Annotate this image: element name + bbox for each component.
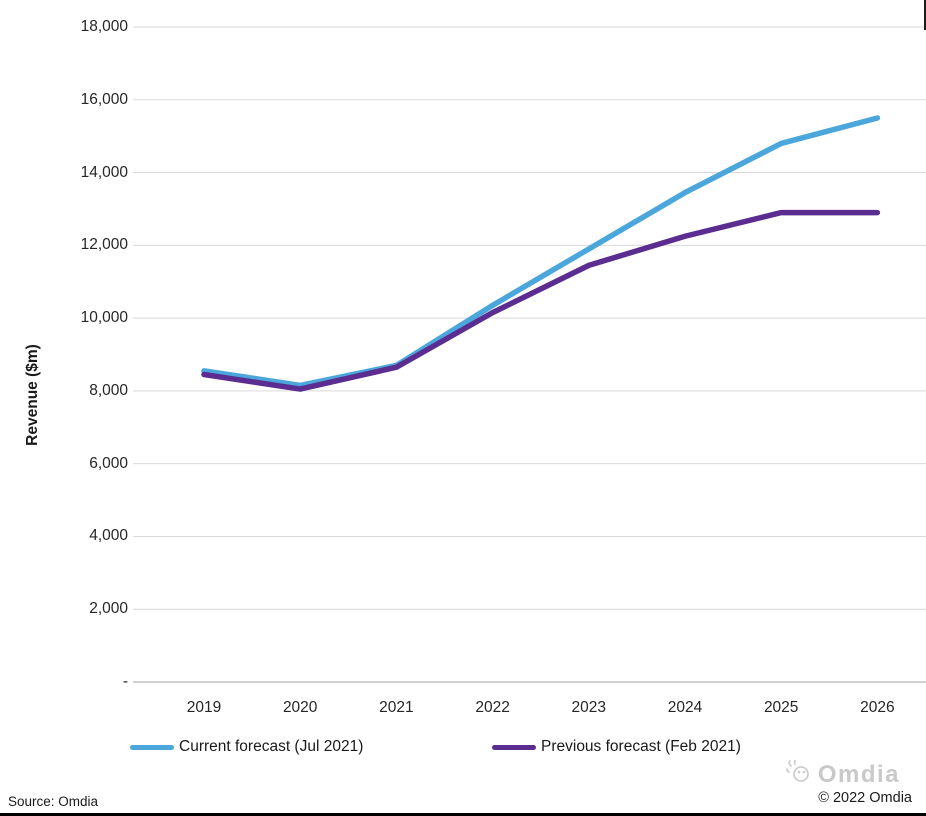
legend-line-marker	[130, 744, 174, 750]
y-tick-label: 14,000	[80, 163, 128, 181]
y-tick-label: 16,000	[80, 90, 128, 108]
legend-item: Current forecast (Jul 2021)	[130, 736, 363, 758]
omdia-sun-icon	[785, 759, 812, 789]
series-line-1	[201, 209, 881, 392]
legend-line-marker	[492, 744, 536, 750]
y-tick-label: 12,000	[80, 236, 128, 254]
omdia-logo: Omdia	[785, 759, 900, 789]
y-tick-label: 2,000	[89, 600, 128, 618]
source-note: Source: Omdia	[8, 794, 99, 809]
series-line-0	[201, 115, 881, 389]
x-tick-label: 2022	[475, 699, 510, 716]
legend-label: Previous forecast (Feb 2021)	[541, 738, 741, 755]
y-tick-label: 8,000	[89, 381, 128, 399]
x-tick-label: 2020	[282, 699, 318, 716]
y-tick-label: 6,000	[89, 454, 128, 472]
bottom-border	[0, 813, 926, 816]
x-tick-label: 2024	[667, 699, 703, 716]
top-right-border-tick	[924, 0, 926, 30]
x-tick-label: 2023	[571, 699, 607, 716]
x-tick-label: 2025	[763, 699, 799, 716]
plot-area	[133, 26, 926, 683]
y-tick-label: 18,000	[80, 18, 128, 35]
y-tick-label: 10,000	[80, 309, 128, 327]
y-tick-label: 4,000	[89, 527, 128, 545]
copyright-note: © 2022 Omdia	[818, 790, 912, 806]
x-tick-label: 2026	[860, 699, 895, 716]
legend-label: Current forecast (Jul 2021)	[179, 738, 364, 755]
x-tick-label: 2019	[186, 699, 222, 716]
x-tick-label: 2021	[379, 699, 414, 716]
omdia-logo-text: Omdia	[817, 760, 900, 788]
legend-item: Previous forecast (Feb 2021)	[492, 736, 741, 758]
y-tick-label: -	[122, 673, 128, 690]
